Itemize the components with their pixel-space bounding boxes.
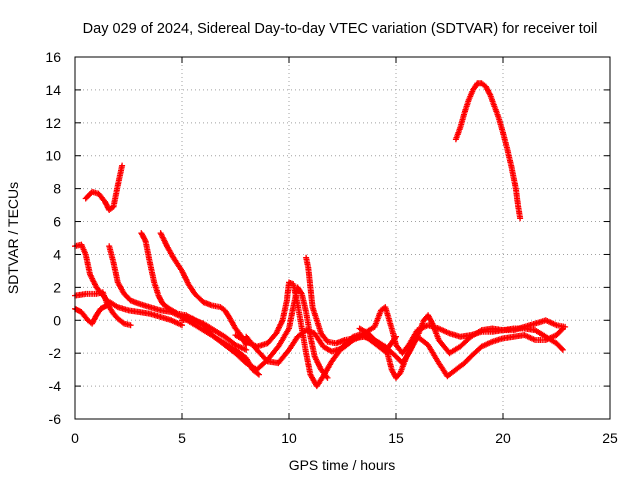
scatter-markers — [72, 241, 185, 329]
scatter-markers — [452, 80, 524, 222]
chart-title: Day 029 of 2024, Sidereal Day-to-day VTE… — [83, 21, 598, 37]
x-tick-label: 10 — [281, 430, 297, 446]
y-tick-label: -6 — [49, 411, 62, 427]
y-tick-label: 16 — [45, 49, 61, 65]
y-tick-label: 8 — [53, 181, 61, 197]
series-arc-d — [72, 302, 111, 327]
y-tick-label: -4 — [49, 378, 62, 394]
y-tick-label: 6 — [53, 214, 61, 230]
y-tick-label: 4 — [53, 246, 61, 262]
scatter-markers — [243, 327, 399, 367]
x-tick-label: 25 — [602, 430, 618, 446]
series-arc-h — [179, 284, 331, 381]
x-axis-ticks: 0 5 10 15 20 25 — [71, 57, 618, 446]
y-axis-label: SDTVAR / TECUs — [5, 182, 21, 294]
grid — [75, 57, 610, 419]
y-tick-label: 10 — [45, 148, 61, 164]
x-tick-label: 15 — [388, 430, 404, 446]
x-axis-label: GPS time / hours — [289, 457, 396, 473]
series-arc-a — [82, 162, 126, 213]
x-tick-label: 5 — [178, 430, 186, 446]
y-tick-label: -2 — [49, 345, 62, 361]
x-tick-label: 20 — [495, 430, 511, 446]
y-tick-label: 12 — [45, 115, 61, 131]
y-tick-label: 2 — [53, 279, 61, 295]
plot-frame — [74, 56, 611, 420]
scatter-markers — [72, 302, 111, 327]
y-tick-label: 0 — [53, 312, 61, 328]
x-tick-label: 0 — [71, 430, 79, 446]
series-arc-l — [243, 327, 399, 367]
scatter-markers — [179, 284, 331, 381]
scatter-markers — [82, 162, 126, 213]
series-arc-m — [452, 80, 524, 222]
data-points — [72, 80, 569, 390]
series-arc-b — [72, 241, 185, 329]
y-axis-ticks: -6 -4 -2 0 2 4 6 8 10 12 14 16 — [45, 49, 610, 427]
scatter-markers — [157, 230, 250, 348]
series-arc-g — [157, 230, 250, 348]
y-tick-label: 14 — [45, 82, 61, 98]
